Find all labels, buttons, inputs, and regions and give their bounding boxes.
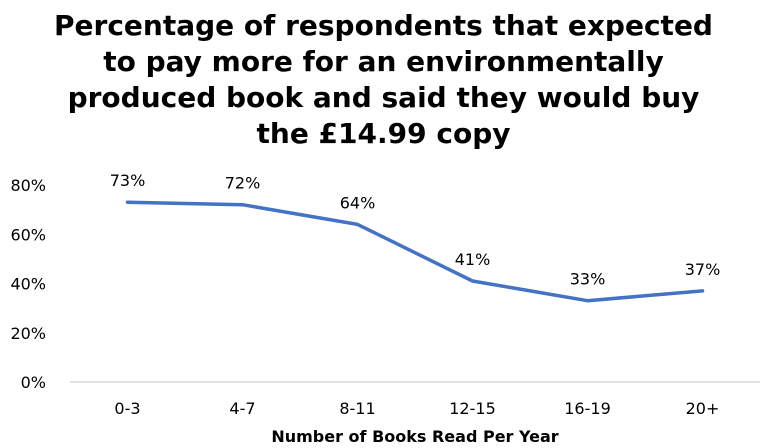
x-axis: 0-3 4-7 8-11 12-15 16-19 20+ — [114, 399, 719, 418]
chart-title-line-1: Percentage of respondents that expected — [54, 9, 713, 42]
y-tick-label: 0% — [21, 373, 46, 392]
data-label: 72% — [225, 174, 261, 193]
data-label: 73% — [110, 171, 146, 190]
x-tick-label: 16-19 — [564, 399, 611, 418]
x-tick-label: 4-7 — [229, 399, 255, 418]
y-tick-label: 40% — [10, 275, 46, 294]
data-label: 33% — [570, 270, 606, 289]
data-label: 41% — [455, 250, 491, 269]
x-axis-title: Number of Books Read Per Year — [271, 427, 558, 446]
chart-title: Percentage of respondents that expected … — [0, 8, 767, 152]
x-tick-label: 0-3 — [114, 399, 140, 418]
data-labels: 73% 72% 64% 41% 33% 37% — [110, 171, 721, 288]
series-line — [125, 200, 705, 303]
x-tick-label: 12-15 — [449, 399, 496, 418]
data-label: 64% — [340, 193, 376, 212]
y-tick-label: 60% — [10, 225, 46, 244]
x-tick-label: 8-11 — [339, 399, 375, 418]
chart-title-line-4: the £14.99 copy — [256, 117, 511, 150]
y-axis: 0% 20% 40% 60% 80% — [10, 176, 46, 392]
y-tick-label: 80% — [10, 176, 46, 195]
chart-title-line-3: produced book and said they would buy — [67, 81, 700, 114]
data-label: 37% — [685, 260, 721, 279]
chart-title-line-2: to pay more for an environmentally — [103, 45, 664, 78]
y-tick-label: 20% — [10, 324, 46, 343]
x-tick-label: 20+ — [686, 399, 720, 418]
